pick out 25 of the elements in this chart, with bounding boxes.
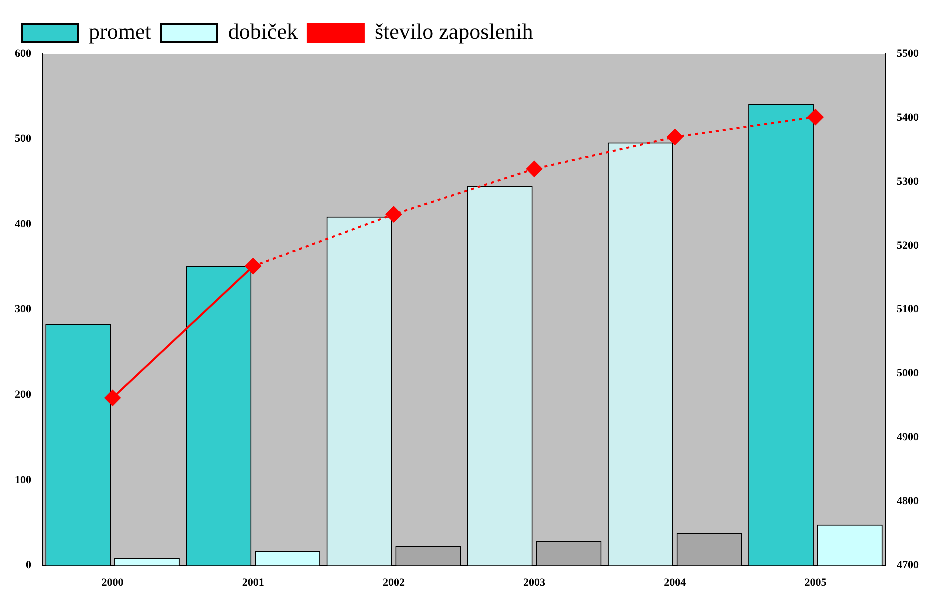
x-tick-label: 2003 (524, 577, 546, 590)
y-tick-label: 200 (15, 389, 32, 402)
y-tick-label: 300 (15, 304, 32, 316)
x-tick-label: 2005 (804, 577, 828, 590)
y2-tick-label: 5200 (897, 240, 920, 252)
y2-tick-label: 5100 (897, 304, 920, 316)
y2-tick-label: 5400 (897, 112, 920, 124)
y2-tick-label: 5300 (897, 176, 920, 188)
y2-tick-label: 4900 (897, 432, 920, 444)
legend-label: število zaposlenih (374, 18, 534, 44)
x-tick-label: 2002 (382, 577, 406, 590)
y-tick-label: 400 (15, 218, 32, 230)
y2-tick-label: 4800 (897, 496, 920, 508)
x-tick-label: 2000 (102, 577, 124, 590)
y-tick-label: 100 (15, 474, 32, 486)
x-tick-label: 2001 (242, 577, 264, 590)
x-tick-label: 2004 (664, 577, 687, 590)
y2-tick-label: 4700 (897, 560, 920, 572)
y-tick-label: 500 (15, 133, 32, 146)
legend-label: dobiček (228, 18, 298, 44)
y2-tick-label: 5500 (897, 48, 920, 60)
y-tick-label: 0 (26, 560, 32, 572)
y2-tick-label: 5000 (897, 368, 920, 380)
y-tick-label: 600 (15, 48, 32, 60)
legend-label: promet (89, 18, 152, 44)
